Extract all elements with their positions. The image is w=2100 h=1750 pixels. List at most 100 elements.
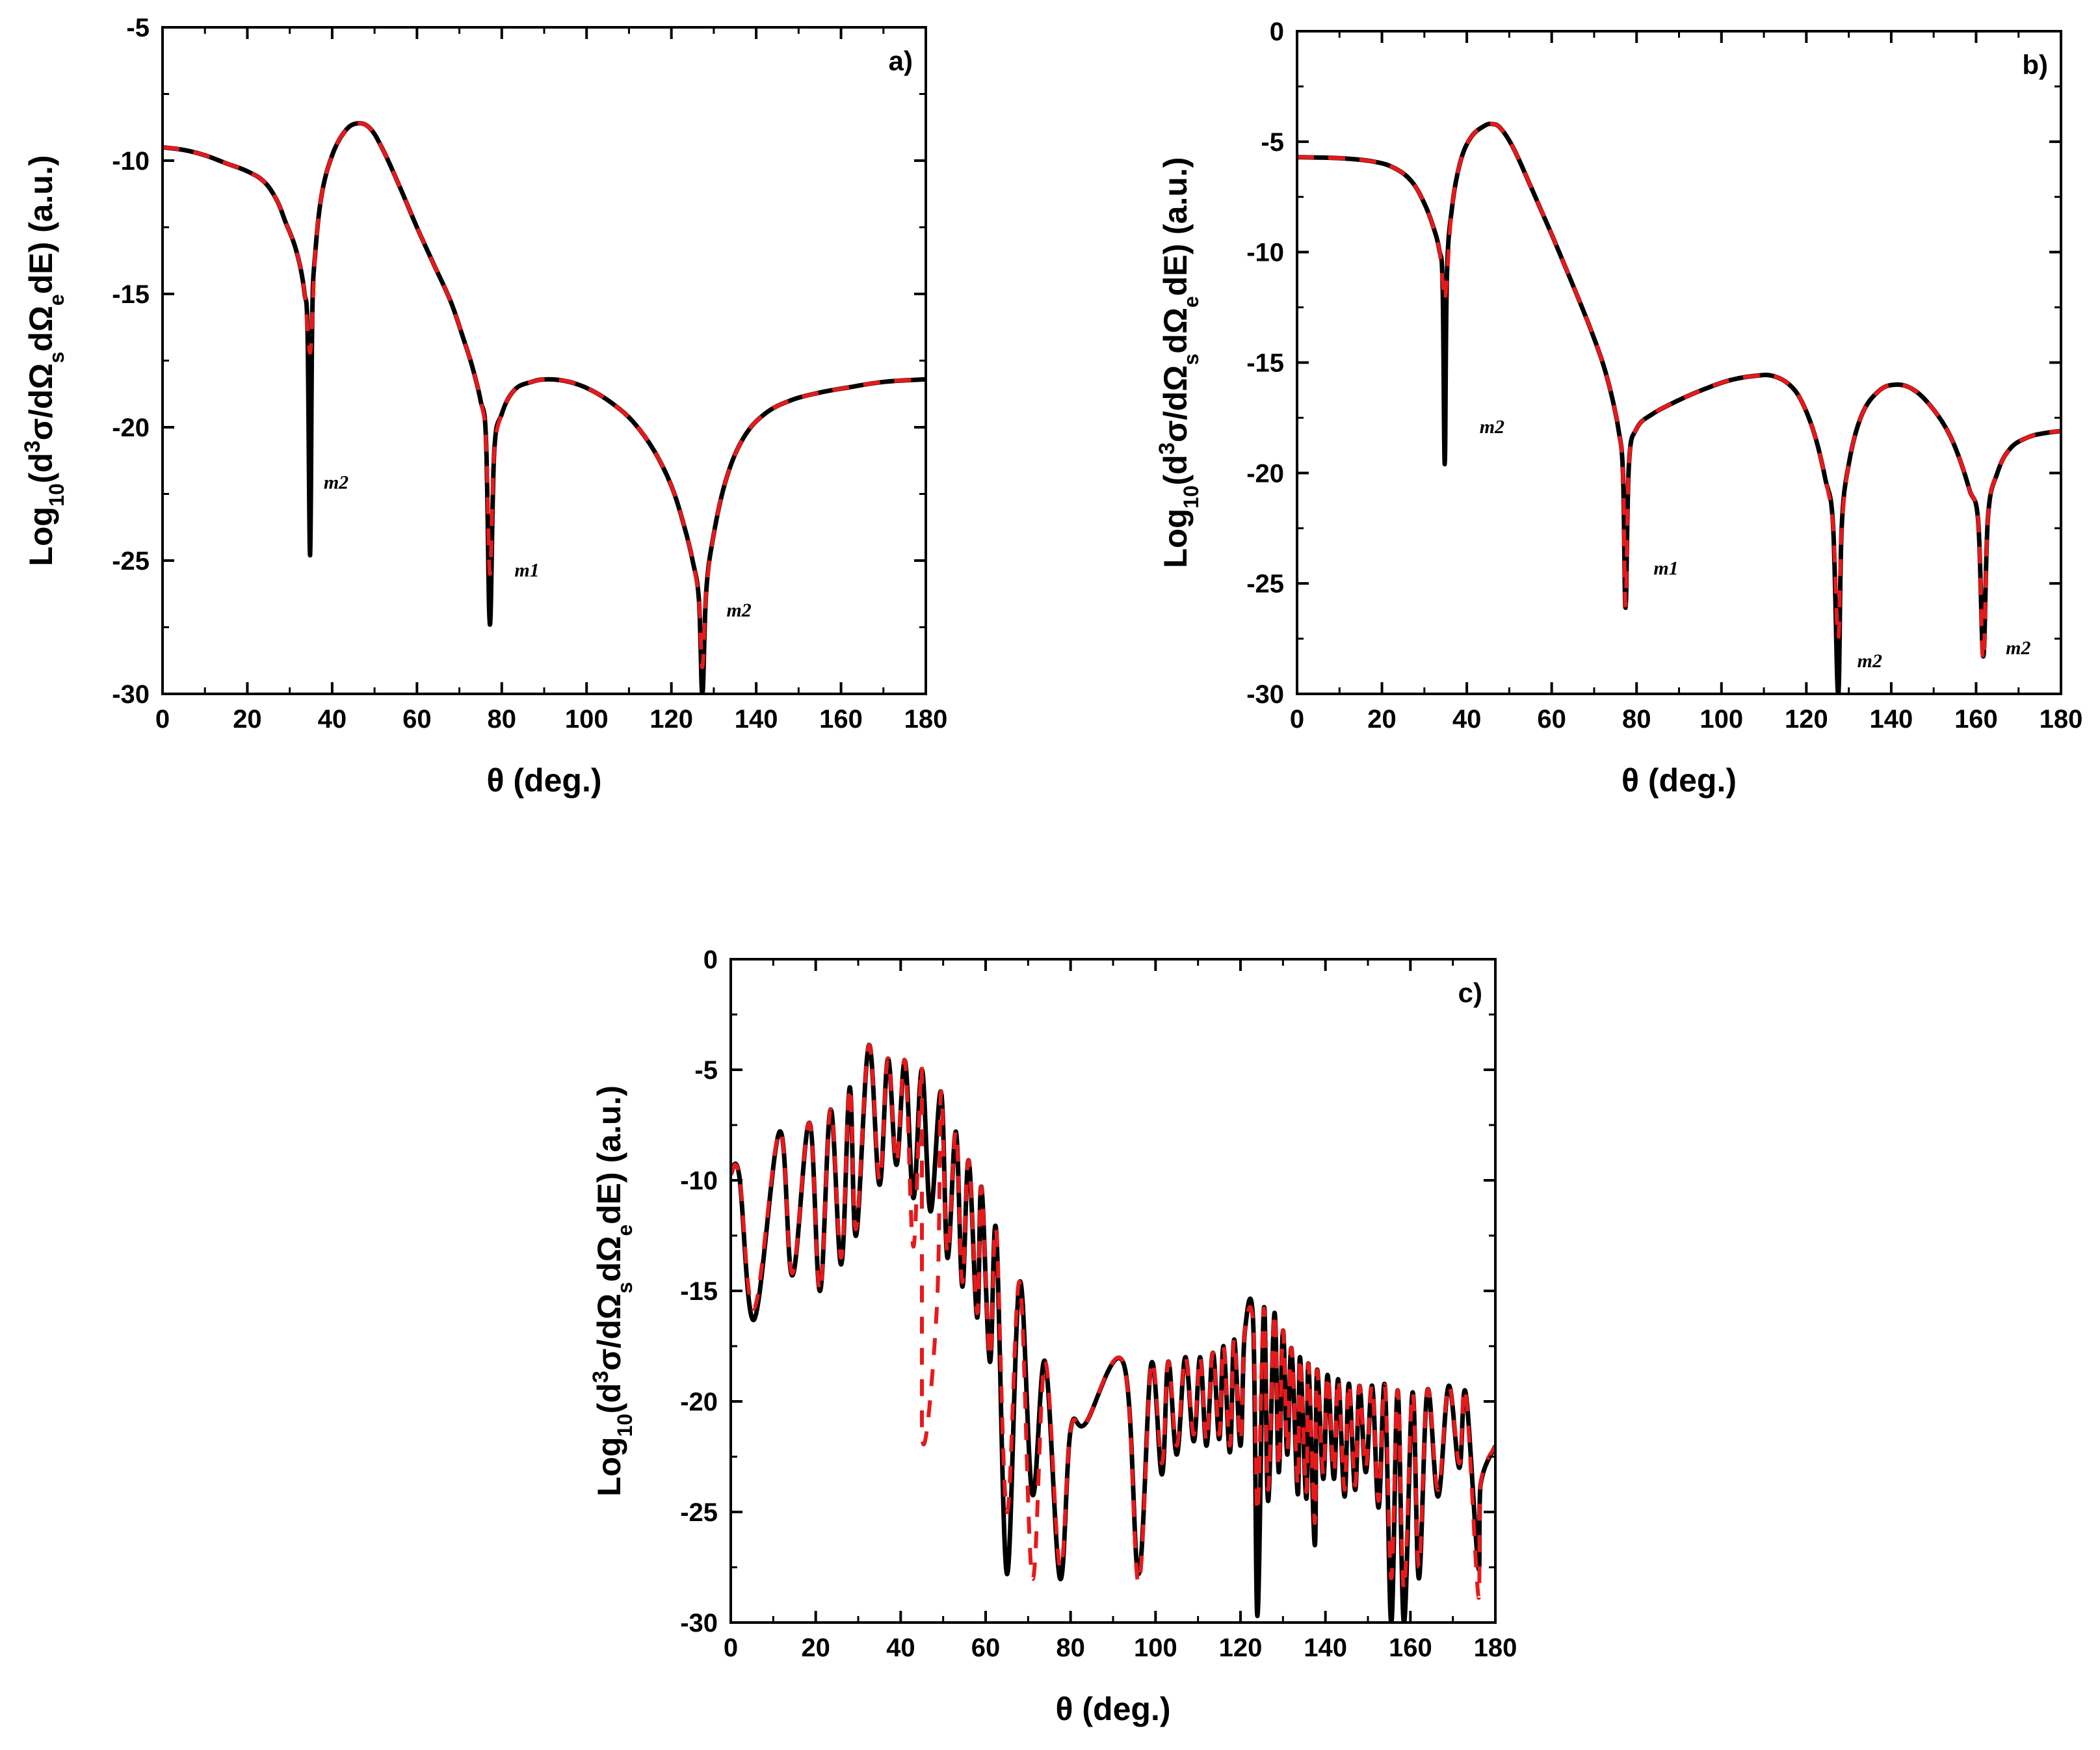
panel-a-curves — [163, 120, 926, 694]
y-tick-label: -20 — [112, 414, 150, 442]
ylabel-sup3: 3 — [588, 1371, 613, 1383]
series-red-dashed-line — [1297, 122, 2061, 663]
ylabel-sup3: 3 — [1155, 442, 1179, 455]
y-tick-label: -30 — [680, 1609, 718, 1637]
panel-b-curves — [1297, 121, 2061, 694]
panel-b-annotations: m2 m1 m2 m2 — [1480, 416, 2031, 672]
ylabel-mid: σ/dΩ — [591, 1293, 627, 1371]
y-tick-label: 0 — [1270, 18, 1284, 46]
ylabel-sube: e — [1179, 296, 1203, 308]
y-tick-label: -10 — [1246, 239, 1284, 267]
y-tick-label: -5 — [694, 1056, 718, 1085]
x-tick-label: 180 — [1474, 1634, 1517, 1662]
panel-a-frame — [161, 26, 927, 695]
ylabel-sub10: 10 — [45, 483, 68, 507]
x-tick-label: 160 — [819, 705, 863, 734]
annotation-m1: m1 — [1653, 558, 1678, 579]
ylabel-sup3: 3 — [20, 440, 45, 453]
y-tick-label: -25 — [680, 1498, 718, 1527]
panel-c-label: c) — [1458, 977, 1482, 1008]
panel-c-curves — [731, 1043, 1495, 1623]
panel-b: 0 20 40 60 80 100 120 140 160 180 0 -5 -10 -15 -20 -25 -… — [1155, 18, 2082, 799]
plot-frame-rect — [161, 26, 927, 695]
ylabel-subs: s — [613, 1282, 637, 1293]
panel-a-label: a) — [889, 46, 913, 76]
x-tick-label: 60 — [1537, 705, 1566, 734]
ylabel-prefix: Log — [23, 507, 59, 566]
y-tick-label: -5 — [1261, 128, 1284, 157]
ylabel-subs: s — [1179, 354, 1203, 365]
panel-c-frame — [729, 958, 1497, 1624]
y-tick-label: 0 — [703, 946, 718, 974]
plot-frame-rect — [729, 958, 1497, 1624]
y-tick-label: -5 — [126, 14, 150, 42]
x-tick-label: 120 — [650, 705, 693, 734]
y-tick-label: -15 — [112, 280, 150, 309]
x-tick-label: 80 — [488, 705, 517, 734]
ylabel-tail: dE) (a.u.) — [23, 155, 59, 294]
x-tick-label: 180 — [2040, 705, 2083, 734]
panel-b-x-axis-title: θ (deg.) — [1621, 762, 1737, 799]
x-tick-label: 0 — [155, 705, 170, 734]
panel-a: 0 20 40 60 80 100 120 140 160 180 -5 -10 -15 -20 -25 -3… — [20, 14, 947, 799]
panel-a-ticks — [161, 26, 927, 695]
x-tick-label: 20 — [1367, 705, 1397, 734]
y-tick-label: -30 — [112, 680, 150, 709]
x-tick-label: 40 — [886, 1634, 915, 1662]
ylabel-sube: e — [613, 1225, 637, 1236]
x-tick-label: 0 — [724, 1634, 738, 1662]
x-tick-label: 40 — [1452, 705, 1482, 734]
y-tick-label: -20 — [680, 1388, 718, 1416]
y-tick-label: -25 — [1246, 570, 1284, 598]
ylabel-mid: σ/dΩ — [1157, 365, 1194, 443]
annotation-m2: m2 — [1857, 650, 1882, 672]
y-tick-label: -30 — [1246, 680, 1284, 709]
ylabel-mid2: dΩ — [1157, 308, 1194, 354]
ylabel-sub10: 10 — [613, 1414, 637, 1437]
panel-b-tick-labels: 0 20 40 60 80 100 120 140 160 180 0 -5 -10 -15 -20 -25 -… — [1246, 18, 2082, 734]
plot-frame-rect — [1296, 30, 2062, 695]
x-tick-label: 100 — [1700, 705, 1743, 734]
x-tick-label: 60 — [402, 705, 432, 734]
panel-b-frame — [1296, 30, 2062, 695]
x-tick-label: 140 — [1870, 705, 1913, 734]
panel-a-x-axis-title: θ (deg.) — [486, 762, 601, 799]
panel-c-y-axis-title: Log10(d3σ/dΩsdΩedE) (a.u.) — [588, 1085, 637, 1496]
x-tick-label: 40 — [318, 705, 347, 734]
ylabel-open: (d — [591, 1383, 627, 1414]
ylabel-prefix: Log — [591, 1437, 627, 1496]
x-tick-label: 120 — [1219, 1634, 1263, 1662]
x-tick-label: 120 — [1785, 705, 1828, 734]
y-tick-label: -10 — [112, 147, 150, 176]
ylabel-sube: e — [45, 294, 68, 306]
x-tick-label: 80 — [1056, 1634, 1085, 1662]
x-tick-label: 140 — [735, 705, 778, 734]
ylabel-mid2: dΩ — [23, 306, 59, 352]
annotation-m2: m2 — [2006, 637, 2030, 659]
series-red-dashed-line — [163, 121, 926, 670]
x-tick-label: 0 — [1290, 705, 1304, 734]
ylabel-subs: s — [45, 352, 68, 364]
series-black-solid-line — [163, 120, 926, 694]
y-tick-label: -20 — [1246, 459, 1284, 488]
x-tick-label: 180 — [904, 705, 948, 734]
annotation-m2: m2 — [1480, 416, 1504, 438]
series-black-solid-line — [1297, 121, 2061, 694]
annotation-m2: m2 — [726, 600, 751, 621]
y-tick-label: -15 — [1246, 349, 1284, 378]
ylabel-sub10: 10 — [1179, 485, 1203, 509]
panel-a-annotations: m2 m1 m2 — [324, 471, 752, 621]
ylabel-tail: dE) (a.u.) — [591, 1085, 627, 1225]
x-tick-label: 20 — [801, 1634, 830, 1662]
ylabel-open: (d — [23, 453, 59, 483]
ylabel-tail: dE) (a.u.) — [1157, 157, 1194, 296]
series-red-dashed-line — [731, 1043, 1495, 1600]
x-tick-label: 80 — [1622, 705, 1651, 734]
annotation-m1: m1 — [514, 560, 539, 581]
panel-a-tick-labels: 0 20 40 60 80 100 120 140 160 180 -5 -10 -15 -20 -25 -3… — [112, 14, 947, 734]
ylabel-open: (d — [1157, 455, 1194, 485]
ylabel-mid2: dΩ — [591, 1236, 627, 1282]
panel-b-ticks — [1296, 30, 2062, 695]
panel-c-tick-labels: 0 20 40 60 80 100 120 140 160 180 0 -5 -10 -15 -20 -25 -… — [680, 946, 1517, 1662]
